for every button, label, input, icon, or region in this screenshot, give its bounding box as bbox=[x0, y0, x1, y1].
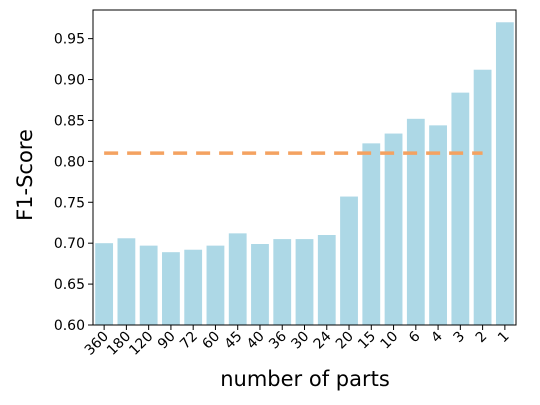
x-axis-label: number of parts bbox=[220, 367, 390, 391]
x-tick-label: 6 bbox=[406, 328, 424, 346]
y-tick-label: 0.75 bbox=[54, 195, 85, 211]
bar bbox=[184, 249, 203, 325]
bar bbox=[228, 233, 247, 325]
bar bbox=[273, 239, 292, 325]
x-tick-label: 40 bbox=[244, 329, 268, 353]
y-tick-label: 0.80 bbox=[54, 154, 85, 170]
bar bbox=[162, 252, 180, 325]
bar bbox=[206, 245, 225, 325]
bar bbox=[495, 22, 514, 325]
bar bbox=[362, 143, 381, 325]
x-tick-label: 20 bbox=[333, 329, 357, 353]
bar bbox=[251, 244, 269, 325]
bar bbox=[117, 238, 136, 325]
bar bbox=[451, 92, 470, 326]
x-tick-label: 60 bbox=[199, 329, 223, 353]
x-tick-label: 24 bbox=[311, 328, 335, 352]
x-tick-label: 2 bbox=[473, 329, 491, 347]
bar bbox=[340, 196, 358, 325]
plot-frame bbox=[92, 9, 517, 326]
y-tick-label: 0.90 bbox=[54, 73, 85, 89]
bar bbox=[429, 125, 447, 325]
bar bbox=[295, 239, 314, 325]
x-tick-label: 15 bbox=[355, 329, 379, 353]
bar bbox=[384, 133, 403, 325]
x-tick-label: 3 bbox=[451, 329, 469, 347]
x-tick-label: 45 bbox=[222, 329, 246, 353]
y-tick-label: 0.95 bbox=[54, 32, 85, 48]
bar bbox=[317, 235, 336, 325]
x-tick-label: 10 bbox=[377, 329, 401, 353]
y-axis-label: F1-Score bbox=[13, 129, 37, 221]
x-tick-label: 30 bbox=[288, 329, 312, 353]
x-tick-label: 72 bbox=[177, 329, 201, 353]
bar bbox=[406, 118, 425, 326]
bar bbox=[139, 245, 158, 325]
bar bbox=[95, 243, 114, 325]
y-tick-label: 0.70 bbox=[54, 236, 85, 252]
y-tick-label: 0.60 bbox=[54, 318, 85, 334]
x-tick-label: 120 bbox=[126, 329, 156, 359]
y-tick-label: 0.65 bbox=[54, 277, 85, 293]
y-tick-label: 0.85 bbox=[54, 113, 85, 129]
bar bbox=[473, 69, 492, 326]
x-tick-label: 4 bbox=[428, 328, 446, 346]
x-tick-label: 90 bbox=[155, 329, 179, 353]
x-tick-label: 36 bbox=[266, 328, 290, 352]
x-tick-label: 1 bbox=[495, 329, 513, 347]
